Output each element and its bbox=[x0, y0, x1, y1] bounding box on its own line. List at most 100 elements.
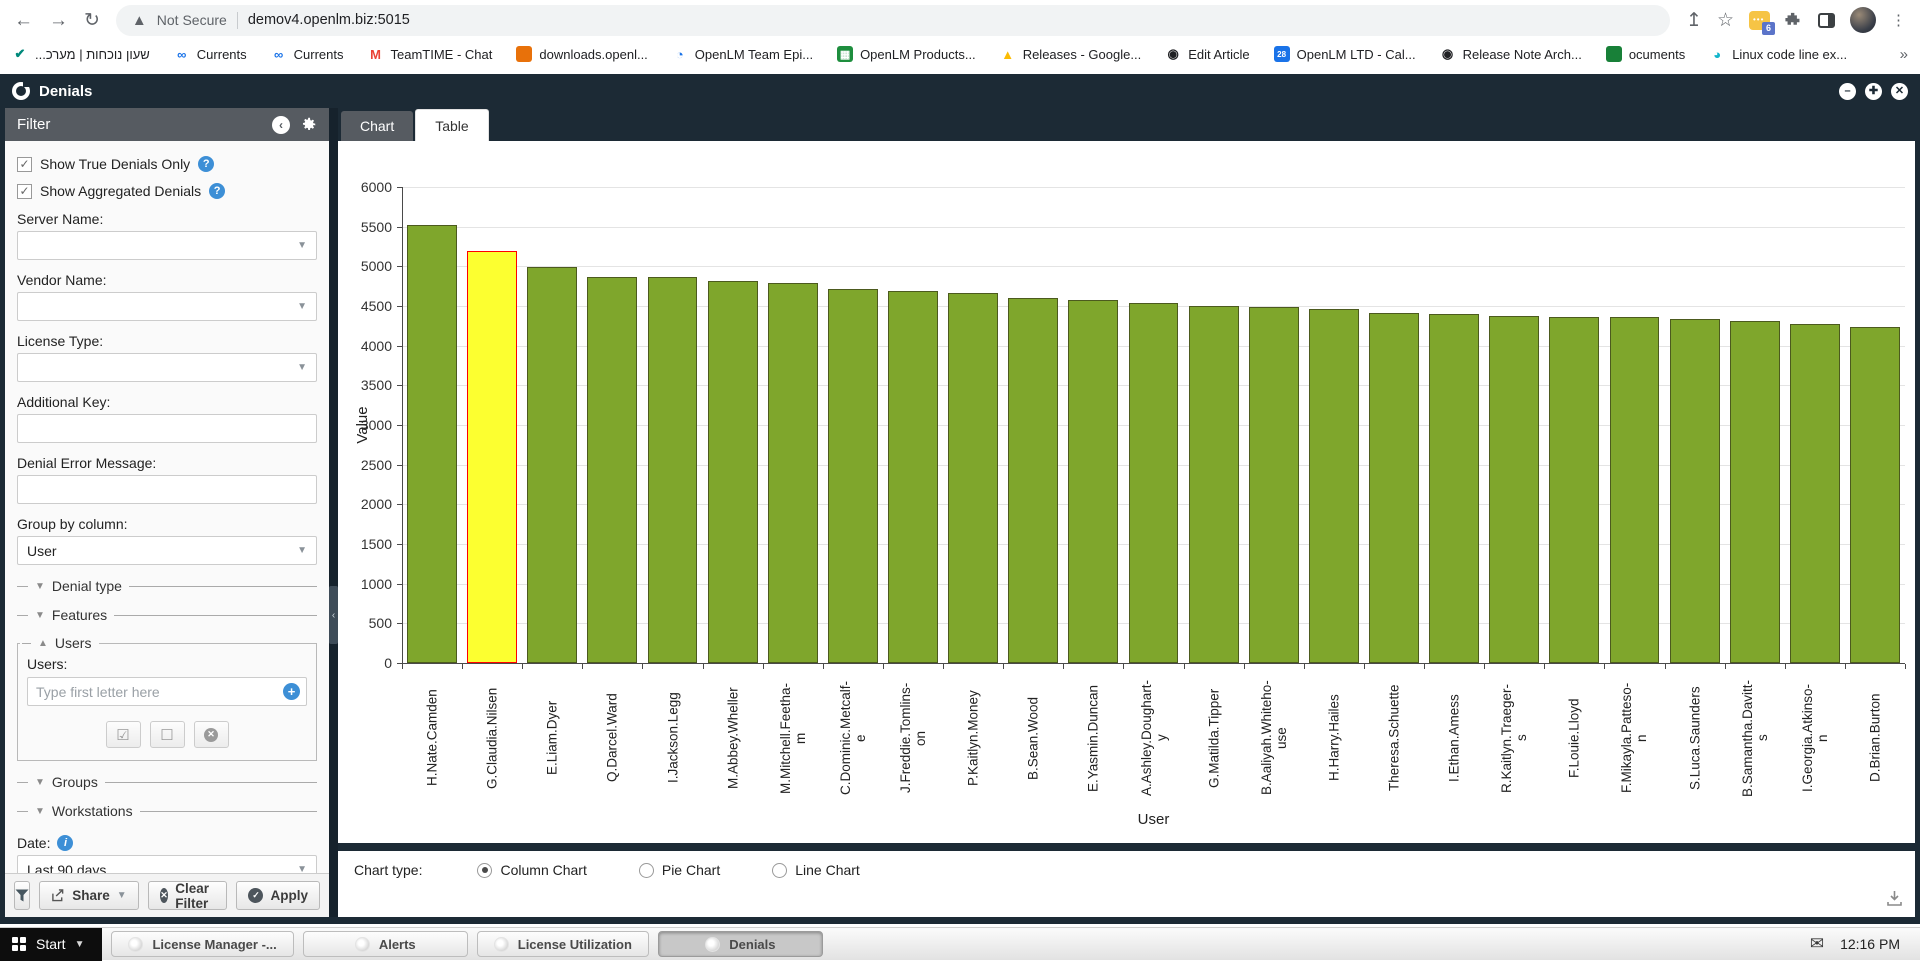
share-page-icon[interactable]: ↥ bbox=[1686, 9, 1702, 31]
clear-users-button[interactable]: ✕ bbox=[193, 721, 229, 748]
bookmark-item[interactable]: ✔ ...שעון נוכחות | מערכ bbox=[12, 46, 150, 62]
bar-F.Mikayla.Patteson[interactable] bbox=[1609, 317, 1660, 663]
add-user-icon[interactable]: + bbox=[283, 683, 300, 700]
task-alerts[interactable]: Alerts bbox=[302, 931, 468, 957]
browser-menu-icon[interactable]: ⋮ bbox=[1891, 12, 1906, 29]
bar-G.Claudia.Nilsen[interactable] bbox=[467, 251, 518, 663]
download-chart-icon[interactable] bbox=[1886, 890, 1903, 912]
task-license-utilization[interactable]: License Utilization bbox=[476, 931, 649, 957]
bookmark-item[interactable]: ∞ Currents bbox=[174, 46, 247, 62]
bar-H.Nate.Camden[interactable] bbox=[407, 225, 457, 663]
bookmark-item[interactable]: ∞ Currents bbox=[271, 46, 344, 62]
section-groups[interactable]: ▼ Groups bbox=[17, 774, 317, 790]
bookmark-item[interactable]: ▦ OpenLM Products... bbox=[837, 46, 976, 62]
bookmark-item[interactable]: ◉ Edit Article bbox=[1165, 46, 1250, 62]
maximize-icon[interactable]: ✚ bbox=[1865, 82, 1882, 100]
radio-pie-chart[interactable]: Pie Chart bbox=[638, 862, 720, 878]
back-icon[interactable]: ← bbox=[14, 9, 33, 31]
bar-A.Ashley.Dougharty[interactable] bbox=[1128, 303, 1179, 663]
radio-column-chart[interactable]: Column Chart bbox=[477, 862, 587, 878]
section-users[interactable]: ▲ Users bbox=[20, 635, 100, 651]
bar-B.Sean.Wood[interactable] bbox=[1008, 298, 1059, 663]
bookmarks-overflow-icon[interactable]: » bbox=[1899, 45, 1908, 63]
license-type-select[interactable]: ▼ bbox=[17, 353, 317, 382]
gear-icon[interactable] bbox=[300, 116, 317, 133]
bookmark-item[interactable]: downloads.openl... bbox=[516, 46, 648, 62]
denial-error-input[interactable] bbox=[17, 475, 317, 504]
bar-E.Liam.Dyer[interactable] bbox=[527, 267, 578, 663]
bar-M.Abbey.Wheller[interactable] bbox=[707, 281, 758, 663]
start-button[interactable]: Start ▼ bbox=[0, 927, 103, 961]
bookmark-item[interactable]: ◉ Release Note Arch... bbox=[1440, 46, 1582, 62]
extensions-puzzle-icon[interactable] bbox=[1785, 11, 1803, 29]
help-icon[interactable]: ? bbox=[198, 156, 215, 172]
profile-avatar[interactable] bbox=[1850, 7, 1876, 33]
forward-icon[interactable]: → bbox=[49, 9, 68, 31]
apply-button[interactable]: ✓ Apply bbox=[236, 881, 320, 910]
minimize-icon[interactable]: – bbox=[1839, 82, 1856, 100]
group-by-select[interactable]: User ▼ bbox=[17, 536, 317, 565]
bar-Theresa.Schuette[interactable] bbox=[1369, 312, 1419, 663]
bar-G.Matilda.Tipper[interactable] bbox=[1188, 305, 1239, 663]
bookmark-item[interactable]: ▲ Releases - Google... bbox=[1000, 46, 1141, 62]
bar-F.Louie.Lloyd[interactable] bbox=[1549, 316, 1600, 663]
info-icon[interactable]: i bbox=[57, 835, 74, 851]
bookmark-item[interactable]: ◔ OpenLM Team Epi... bbox=[672, 46, 813, 62]
bar-J.Freddie.Tomlinson[interactable] bbox=[888, 291, 938, 663]
x-axis-label: B.Sean.Wood bbox=[1025, 696, 1041, 780]
bar-I.Ethan.Amess[interactable] bbox=[1429, 313, 1480, 663]
bookmark-item[interactable]: M TeamTIME - Chat bbox=[368, 46, 492, 62]
x-axis-label: Theresa.Schuette bbox=[1386, 684, 1402, 792]
x-tick bbox=[1183, 664, 1185, 669]
side-panel-icon[interactable] bbox=[1818, 12, 1835, 28]
deselect-users-button[interactable]: ☐ bbox=[149, 721, 185, 748]
bar-R.Kaitlyn.Traegers[interactable] bbox=[1489, 315, 1540, 663]
bar-B.Samantha.Davitts[interactable] bbox=[1729, 320, 1780, 663]
share-button[interactable]: Share ▼ bbox=[39, 881, 139, 910]
collapse-filter-icon[interactable]: ‹ bbox=[272, 115, 290, 134]
users-input[interactable] bbox=[27, 677, 307, 706]
aggregated-denials-checkbox[interactable]: ✓ bbox=[17, 183, 32, 199]
clear-filter-button[interactable]: ✕ Clear Filter bbox=[147, 881, 228, 911]
bar-I.Jackson.Legg[interactable] bbox=[647, 277, 698, 663]
mail-icon[interactable]: ✉ bbox=[1809, 934, 1825, 953]
reload-icon[interactable]: ↻ bbox=[84, 9, 100, 31]
section-denial-type[interactable]: ▼ Denial type bbox=[17, 578, 317, 594]
bookmark-item[interactable]: 28 OpenLM LTD - Cal... bbox=[1273, 46, 1416, 62]
filter-funnel-button[interactable] bbox=[14, 881, 31, 910]
bar-C.Dominic.Metcalfe[interactable] bbox=[827, 288, 878, 663]
tab-chart[interactable]: Chart bbox=[341, 111, 414, 141]
additional-key-input[interactable] bbox=[17, 414, 317, 443]
bar-S.Luca.Saunders[interactable] bbox=[1669, 319, 1720, 663]
server-name-select[interactable]: ▼ bbox=[17, 231, 317, 260]
y-tick-label: 4000 bbox=[360, 337, 392, 354]
bar-Q.Darcel.Ward[interactable] bbox=[587, 277, 638, 663]
section-features[interactable]: ▼ Features bbox=[17, 607, 317, 623]
true-denials-checkbox[interactable]: ✓ bbox=[17, 156, 32, 172]
close-icon[interactable]: ✕ bbox=[1891, 82, 1908, 100]
bar-P.Kaitlyn.Money[interactable] bbox=[948, 293, 999, 663]
help-icon[interactable]: ? bbox=[209, 183, 226, 199]
url-bar[interactable]: ▲ Not Secure demov4.openlm.biz:5015 bbox=[115, 4, 1671, 36]
sidebar-collapse-handle[interactable]: ‹ bbox=[329, 586, 338, 644]
task-license-manager[interactable]: License Manager -... bbox=[111, 931, 294, 957]
radio-line-chart[interactable]: Line Chart bbox=[772, 862, 860, 878]
bar-H.Harry.Hailes[interactable] bbox=[1308, 308, 1359, 663]
bookmark-item[interactable]: ◕ Linux code line ex... bbox=[1709, 46, 1847, 62]
bar-E.Yasmin.Duncan[interactable] bbox=[1068, 300, 1119, 663]
bookmark-star-icon[interactable]: ☆ bbox=[1716, 9, 1734, 31]
bar-B.Aaliyah.Whitehouse[interactable] bbox=[1248, 306, 1299, 663]
task-denials[interactable]: Denials bbox=[657, 931, 823, 957]
extension-icon[interactable]: ••• 6 bbox=[1749, 10, 1775, 35]
bar-M.Mitchell.Feetham[interactable] bbox=[767, 282, 818, 663]
tab-table[interactable]: Table bbox=[415, 109, 489, 141]
date-select[interactable]: Last 90 days ▼ bbox=[17, 855, 317, 873]
bar-D.Brian.Burton[interactable] bbox=[1849, 327, 1900, 663]
select-all-users-button[interactable]: ☑ bbox=[105, 721, 141, 748]
x-axis-label: H.Harry.Hailes bbox=[1326, 694, 1342, 782]
vendor-name-select[interactable]: ▼ bbox=[17, 292, 317, 321]
ring-icon: ◔ bbox=[675, 46, 684, 62]
section-workstations[interactable]: ▼ Workstations bbox=[17, 803, 317, 819]
bar-I.Georgia.Atkinson[interactable] bbox=[1789, 323, 1840, 663]
bookmark-item[interactable]: ocuments bbox=[1605, 46, 1685, 62]
